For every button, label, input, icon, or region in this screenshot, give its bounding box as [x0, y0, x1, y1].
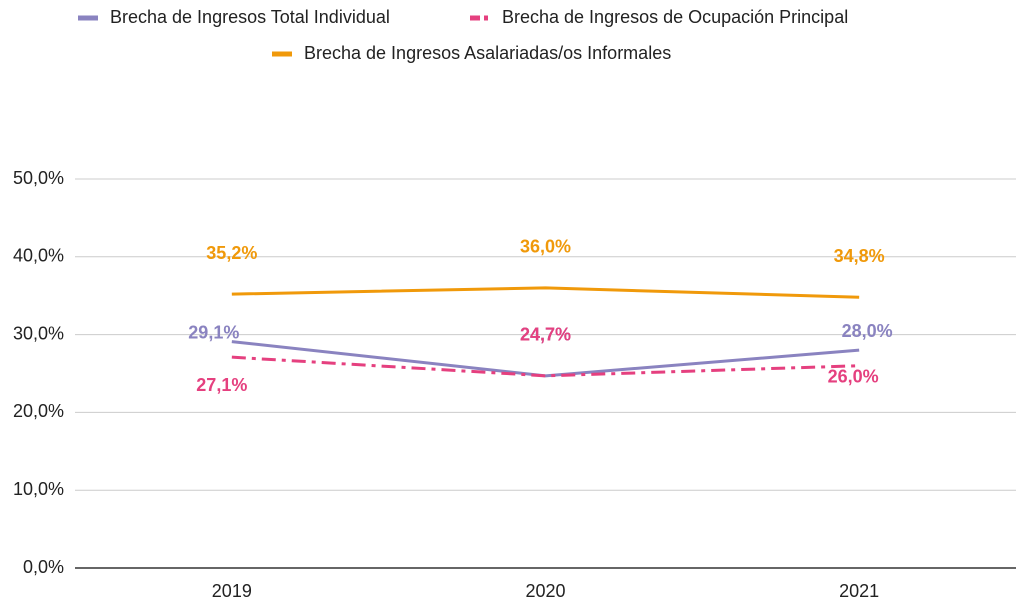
- x-tick-label: 2021: [839, 581, 879, 601]
- data-label: 28,0%: [842, 321, 893, 341]
- y-tick-label: 40,0%: [13, 246, 64, 266]
- y-tick-label: 20,0%: [13, 401, 64, 421]
- x-tick-label: 2020: [525, 581, 565, 601]
- x-tick-label: 2019: [212, 581, 252, 601]
- y-tick-label: 30,0%: [13, 323, 64, 343]
- data-label: 34,8%: [834, 246, 885, 266]
- data-label: 27,1%: [196, 375, 247, 395]
- legend-label: Brecha de Ingresos Asalariadas/os Inform…: [304, 43, 671, 63]
- data-label: 24,7%: [520, 325, 571, 345]
- legend-label: Brecha de Ingresos de Ocupación Principa…: [502, 7, 848, 27]
- data-label: 29,1%: [188, 322, 239, 342]
- data-label: 26,0%: [828, 366, 879, 386]
- legend-label: Brecha de Ingresos Total Individual: [110, 7, 390, 27]
- series-line: [231, 286, 860, 299]
- data-label: 36,0%: [520, 237, 571, 257]
- y-tick-label: 0,0%: [23, 557, 64, 577]
- series-line: [231, 355, 860, 378]
- series-line: [231, 340, 860, 378]
- data-label: 24,7%: [520, 325, 571, 345]
- y-tick-label: 50,0%: [13, 168, 64, 188]
- y-tick-label: 10,0%: [13, 479, 64, 499]
- data-label: 35,2%: [206, 243, 257, 263]
